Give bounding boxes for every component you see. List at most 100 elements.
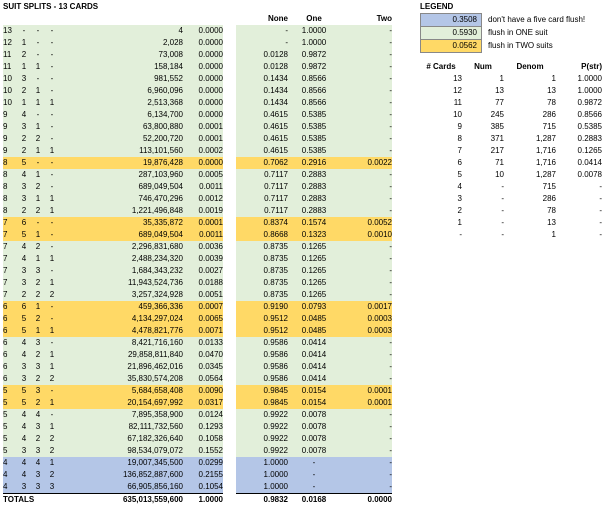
table-row: 0.1434 0.8566 - <box>236 85 392 97</box>
table-row: 6 5 1 1 4,478,821,776 0.0071 <box>3 325 223 337</box>
suit-1-count: 5 <box>3 410 8 419</box>
combination-count: 98,534,079,072 <box>127 446 183 455</box>
suit-1-count: 10 <box>3 86 12 95</box>
table-row: 0.9512 0.0485 0.0003 <box>236 313 392 325</box>
sheet-title: SUIT SPLITS - 13 CARDS <box>3 2 99 11</box>
suit-2-count: 3 <box>21 74 27 83</box>
split-probability: 0.0051 <box>198 290 223 299</box>
suit-2-count: 5 <box>21 230 27 239</box>
p-one-flush: 0.0414 <box>301 350 327 359</box>
suit-3-count: 3 <box>35 386 41 395</box>
suit-2-count: 1 <box>21 38 27 47</box>
table-row: 1.0000 - - <box>236 469 392 481</box>
p-two-flush: - <box>389 146 392 155</box>
p-two-flush: - <box>389 350 392 359</box>
suit-1-count: 11 <box>3 50 12 59</box>
suit-1-count: 8 <box>3 194 8 203</box>
split-probability: 0.0001 <box>198 218 223 227</box>
header-spacer-cell <box>59 13 183 25</box>
combination-count: 2,513,368 <box>147 98 183 107</box>
p-one-flush: 0.2883 <box>301 194 327 203</box>
suit-1-count: 6 <box>3 302 8 311</box>
suit-1-count: 6 <box>3 314 8 323</box>
p-no-flush: 0.1434 <box>263 86 288 95</box>
suit-4-count: 1 <box>49 194 55 203</box>
table-row: 12 1- -2,028 0.0000 <box>3 37 223 49</box>
p-two-flush: 0.0022 <box>367 158 392 167</box>
p-one-flush: 0.0414 <box>301 362 327 371</box>
table-row: 0.4615 0.5385 - <box>236 145 392 157</box>
suit-3-count: 1 <box>35 254 41 263</box>
suit-1-count: 7 <box>3 278 8 287</box>
p-two-flush: - <box>389 74 392 83</box>
suit-4-count: - <box>50 74 54 83</box>
pstr-value: 0.8566 <box>577 110 602 119</box>
combination-count: 5,684,658,408 <box>131 386 183 395</box>
suit-4-count: - <box>50 26 54 35</box>
p-no-flush: 0.9586 <box>263 338 288 347</box>
suit-1-count: 10 <box>3 74 12 83</box>
p-two-flush: 0.0052 <box>367 218 392 227</box>
suit-3-count: 3 <box>35 338 41 347</box>
table-row: 1.0000 - - <box>236 457 392 469</box>
suit-3-count: 2 <box>35 374 41 383</box>
denom-value: 78 <box>547 98 556 107</box>
cards-value: 10 <box>453 110 462 119</box>
suit-4-count: - <box>50 302 54 311</box>
num-value: 217 <box>490 146 504 155</box>
table-row: 11 2- -73,008 0.0000 <box>3 49 223 61</box>
suit-2-count: 3 <box>21 182 27 191</box>
cards-value: 13 <box>453 74 462 83</box>
suit-4-count: - <box>50 50 54 59</box>
p-two-flush: - <box>389 434 392 443</box>
column-header-cards: # Cards <box>426 62 456 71</box>
suit-4-count: 3 <box>49 482 55 491</box>
table-row: 0.8668 0.1323 0.0010 <box>236 229 392 241</box>
table-row: 7 4 1 1 2,488,234,320 0.0039 <box>3 253 223 265</box>
table-row: 0.9922 0.0078 - <box>236 433 392 445</box>
p-no-flush: 0.9922 <box>263 434 288 443</box>
p-two-flush: - <box>389 482 392 491</box>
cards-value: 6 <box>457 158 462 167</box>
split-probability: 0.0133 <box>198 338 223 347</box>
p-no-flush: 0.4615 <box>263 146 288 155</box>
split-probability: 0.0345 <box>198 362 223 371</box>
table-row: 8 2 2 1 1,221,496,848 0.0019 <box>3 205 223 217</box>
suit-3-count: 1 <box>35 302 41 311</box>
suit-4-count: - <box>50 410 54 419</box>
suit-2-count: 4 <box>21 350 27 359</box>
suit-4-count: 1 <box>49 398 55 407</box>
suit-1-count: 7 <box>3 230 8 239</box>
totals-probability: 1.0000 <box>183 493 223 506</box>
table-row: 10 245 286 0.8566 <box>420 109 602 121</box>
table-row: 5 4 2 2 67,182,326,640 0.1058 <box>3 433 223 445</box>
suit-4-count: 1 <box>49 326 55 335</box>
num-value: - <box>501 218 504 227</box>
denom-value: 715 <box>542 182 556 191</box>
header-spacer-row <box>3 13 223 25</box>
p-one-flush: 0.0078 <box>301 446 327 455</box>
suit-3-count: - <box>36 218 40 227</box>
table-row: 0.7062 0.2916 0.0022 <box>236 157 392 169</box>
p-no-flush: 0.9586 <box>263 362 288 371</box>
suit-2-count: 3 <box>21 266 27 275</box>
p-no-flush: 0.0128 <box>263 62 288 71</box>
p-one-flush: 0.5385 <box>301 146 327 155</box>
table-row: 7 3 3-1,684,343,232 0.0027 <box>3 265 223 277</box>
suit-1-count: 6 <box>3 338 8 347</box>
table-row: 0.9922 0.0078 - <box>236 409 392 421</box>
suit-2-count: 3 <box>21 374 27 383</box>
column-header-num: Num <box>474 62 492 71</box>
p-one-flush: 0.0793 <box>301 302 327 311</box>
denom-value: 1,716 <box>535 158 556 167</box>
legend-label: don't have a five card flush! <box>488 15 586 24</box>
pstr-value: 0.9872 <box>577 98 602 107</box>
p-no-flush: 0.8735 <box>263 290 288 299</box>
p-one-flush: 0.1574 <box>301 218 327 227</box>
suit-3-count: 1 <box>35 230 41 239</box>
split-probability: 0.0000 <box>198 50 223 59</box>
table-row: 0.4615 0.5385 - <box>236 109 392 121</box>
table-row: 6 4 2 1 29,858,811,840 0.0470 <box>3 349 223 361</box>
suit-4-count: 1 <box>49 422 55 431</box>
suit-3-count: 3 <box>35 422 41 431</box>
